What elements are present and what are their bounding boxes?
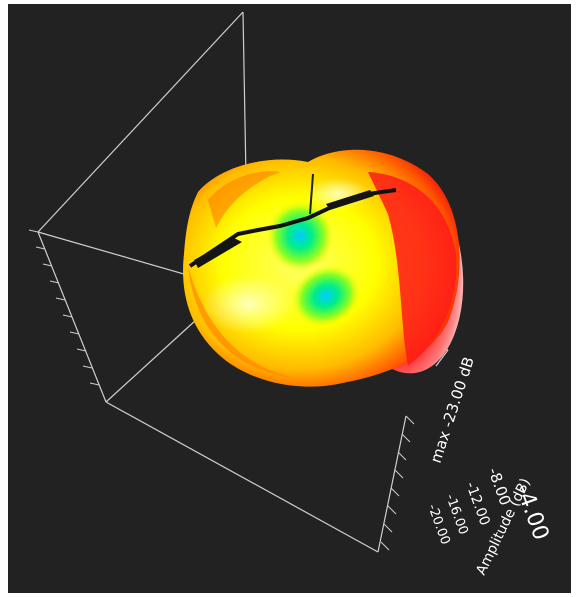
pattern-highlight	[202, 274, 294, 334]
pattern-orange-region	[188, 266, 308, 380]
pattern-orange-top	[208, 171, 280, 228]
pattern-seam-gap	[194, 238, 242, 268]
bottom-axis-ticks	[380, 415, 415, 551]
pattern-scene[interactable]: max -23.00 dB -4.00 -8.00 -12.00 -16.00 …	[8, 4, 571, 593]
pattern-null-bottom	[290, 264, 362, 328]
pattern-seam-gap-2	[326, 190, 374, 210]
left-axis-ticks	[28, 229, 100, 386]
pattern-red-region	[368, 172, 457, 366]
radiation-pattern-surface[interactable]	[183, 149, 476, 387]
scale-max-label: max -23.00 dB	[427, 355, 478, 466]
amplitude-scale: max -23.00 dB -4.00 -8.00 -12.00 -16.00 …	[424, 355, 553, 578]
3d-radiation-pattern-viewport[interactable]: max -23.00 dB -4.00 -8.00 -12.00 -16.00 …	[8, 4, 571, 593]
pattern-axis-pin	[309, 173, 314, 215]
pattern-null-top	[266, 200, 334, 272]
